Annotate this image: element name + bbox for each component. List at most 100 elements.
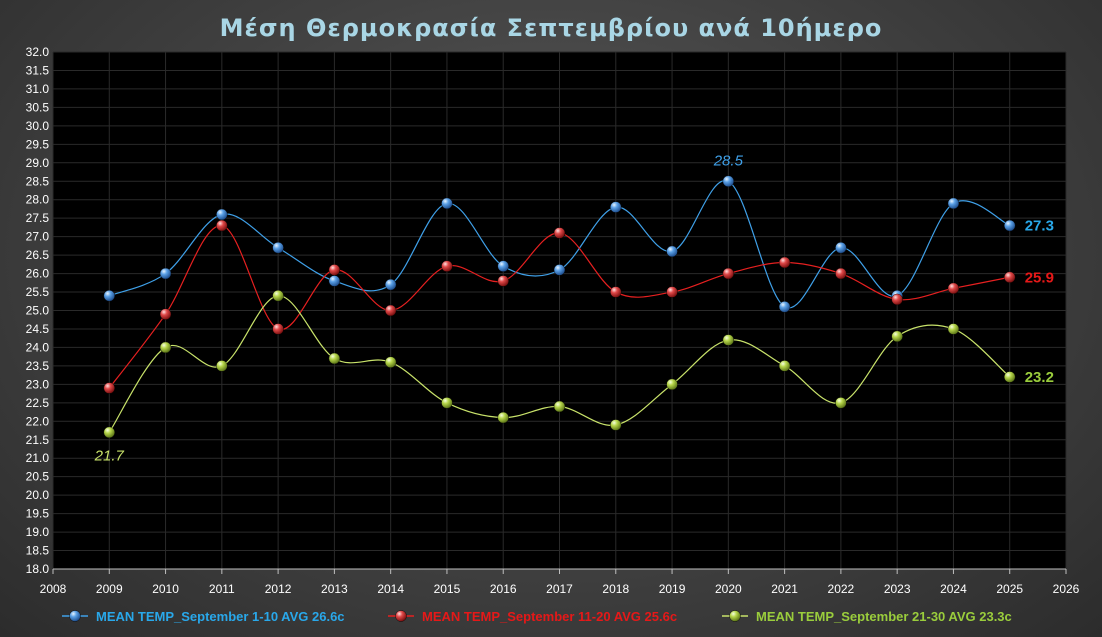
data-point: [778, 256, 791, 269]
data-point: [778, 360, 791, 372]
x-tick-label: 2023: [884, 582, 911, 596]
data-point: [272, 242, 284, 254]
x-tick-label: 2018: [602, 582, 629, 596]
y-tick-label: 30.5: [26, 100, 50, 114]
series-2: [103, 219, 1016, 394]
y-tick-label: 31.0: [26, 82, 50, 96]
data-label: 28.5: [713, 152, 744, 169]
y-tick-label: 21.5: [26, 433, 50, 447]
data-point: [553, 264, 566, 276]
y-tick-label: 30.0: [26, 119, 50, 133]
x-tick-label: 2012: [265, 582, 292, 596]
x-tick-label: 2019: [659, 582, 686, 596]
legend-marker: [395, 610, 407, 622]
legend-label: MEAN TEMP_September 11-20 AVG 25.6c: [422, 609, 677, 624]
x-tick-label: 2025: [996, 582, 1023, 596]
data-point: [722, 334, 735, 346]
data-point: [666, 378, 678, 391]
y-tick-label: 22.0: [26, 414, 50, 428]
data-point: [947, 282, 960, 295]
data-point: [666, 286, 678, 298]
x-tick-label: 2026: [1053, 582, 1080, 596]
series-layer: [103, 175, 1016, 439]
data-point: [441, 397, 453, 409]
data-point: [610, 286, 622, 298]
series-line: [108, 295, 1011, 433]
data-point: [553, 227, 566, 239]
data-point: [891, 293, 903, 306]
data-point: [1004, 219, 1016, 232]
y-tick-label: 23.0: [26, 377, 50, 391]
data-point: [722, 267, 735, 280]
y-tick-label: 29.5: [26, 137, 50, 151]
data-point: [216, 219, 228, 232]
legend-item: MEAN TEMP_September 1-10 AVG 26.6c: [62, 609, 345, 624]
y-tick-label: 24.0: [26, 340, 50, 354]
x-tick-label: 2011: [209, 582, 235, 596]
axes: 18.0 18.5 19.0 19.5 20.0 20.5 21.0 21.5 22.0 22.5…: [26, 45, 1080, 596]
data-point: [328, 352, 341, 365]
data-label: 25.9: [1025, 269, 1054, 286]
data-point: [328, 264, 341, 276]
data-point: [216, 208, 228, 221]
data-label: 23.2: [1025, 369, 1054, 386]
legend-marker: [69, 610, 81, 622]
y-tick-label: 18.0: [26, 562, 50, 576]
x-tick-label: 2017: [546, 582, 573, 596]
data-point: [947, 323, 960, 335]
x-tick-label: 2022: [828, 582, 855, 596]
legend: MEAN TEMP_September 1-10 AVG 26.6c MEAN T…: [62, 609, 1012, 624]
data-point: [384, 304, 397, 317]
x-tick-label: 2013: [321, 582, 348, 596]
y-tick-label: 31.5: [26, 63, 50, 77]
data-point: [497, 260, 509, 272]
data-point: [272, 323, 284, 335]
x-tick-label: 2014: [377, 582, 404, 596]
data-point: [328, 275, 341, 287]
y-tick-label: 19.0: [26, 525, 50, 539]
y-tick-label: 28.0: [26, 193, 50, 207]
chart-title: Μέση Θερμοκρασία Σεπτεμβρίου ανά 10ήμερο: [220, 14, 883, 42]
x-tick-label: 2020: [715, 582, 742, 596]
data-point: [159, 308, 172, 320]
data-point: [159, 267, 172, 280]
data-point: [722, 175, 735, 187]
data-point: [947, 197, 960, 210]
legend-label: MEAN TEMP_September 21-30 AVG 23.3c: [756, 609, 1012, 624]
data-point: [384, 278, 397, 291]
y-tick-label: 32.0: [26, 45, 50, 59]
data-point: [272, 290, 284, 302]
data-label: 27.3: [1025, 218, 1054, 235]
series-1: [103, 175, 1016, 313]
y-tick-label: 20.0: [26, 488, 50, 502]
x-tick-label: 2008: [40, 582, 67, 596]
legend-item: MEAN TEMP_September 21-30 AVG 23.3c: [722, 609, 1012, 624]
x-tick-label: 2016: [490, 582, 517, 596]
y-tick-label: 29.0: [26, 156, 50, 170]
data-point: [497, 275, 509, 287]
data-point: [103, 426, 115, 439]
legend-label: MEAN TEMP_September 1-10 AVG 26.6c: [96, 609, 345, 624]
data-point: [103, 290, 115, 302]
y-tick-label: 28.5: [26, 174, 50, 188]
data-point: [497, 411, 509, 424]
x-tick-label: 2015: [434, 582, 461, 596]
x-tick-label: 2009: [96, 582, 123, 596]
y-tick-label: 26.5: [26, 248, 50, 262]
y-tick-label: 24.5: [26, 322, 50, 336]
data-point: [666, 245, 678, 258]
y-tick-label: 22.5: [26, 396, 50, 410]
x-tick-label: 2024: [940, 582, 967, 596]
data-point: [441, 197, 453, 210]
data-point: [103, 382, 115, 394]
y-tick-label: 25.5: [26, 285, 50, 299]
legend-marker: [729, 610, 741, 622]
y-tick-label: 18.5: [26, 544, 50, 558]
data-point: [1004, 271, 1016, 283]
y-tick-label: 21.0: [26, 451, 50, 465]
annotations: 28.5 21.7 27.3 25.9 23.2: [94, 152, 1054, 464]
data-point: [835, 242, 847, 254]
data-point: [610, 419, 622, 431]
data-point: [891, 330, 903, 343]
